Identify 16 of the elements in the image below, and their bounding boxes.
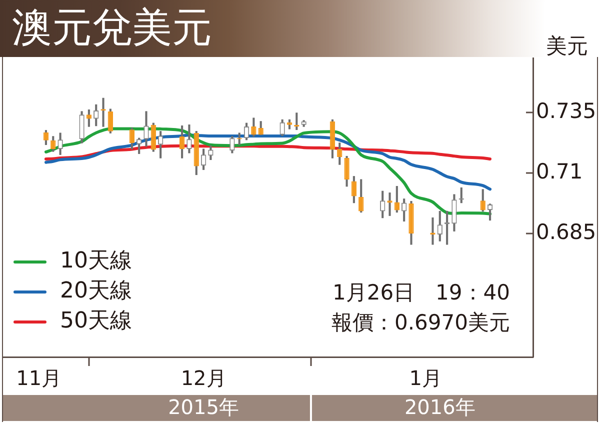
legend-label: 10天線 <box>60 248 132 274</box>
legend-label: 20天線 <box>60 278 132 304</box>
x-tick-label: 1月 <box>409 366 442 390</box>
legend-label: 50天線 <box>60 308 132 334</box>
annotation: 報價：0.6970美元 <box>332 310 510 334</box>
y-tick-label: 0.735 <box>536 98 596 123</box>
candlestick <box>387 192 392 216</box>
x-tick-label: 12月 <box>180 366 226 390</box>
x2-tick-label: 2015年 <box>168 395 239 420</box>
y-tick-label: 0.685 <box>536 220 596 244</box>
annotation: 1月26日 19：40 <box>332 280 510 304</box>
chart-title: 澳元兌美元 <box>12 5 212 51</box>
x2-tick-label: 2016年 <box>404 395 476 420</box>
y-axis-title: 美元 <box>546 34 588 58</box>
y-tick-label: 0.71 <box>536 159 583 184</box>
x-tick-label: 11月 <box>16 366 62 390</box>
